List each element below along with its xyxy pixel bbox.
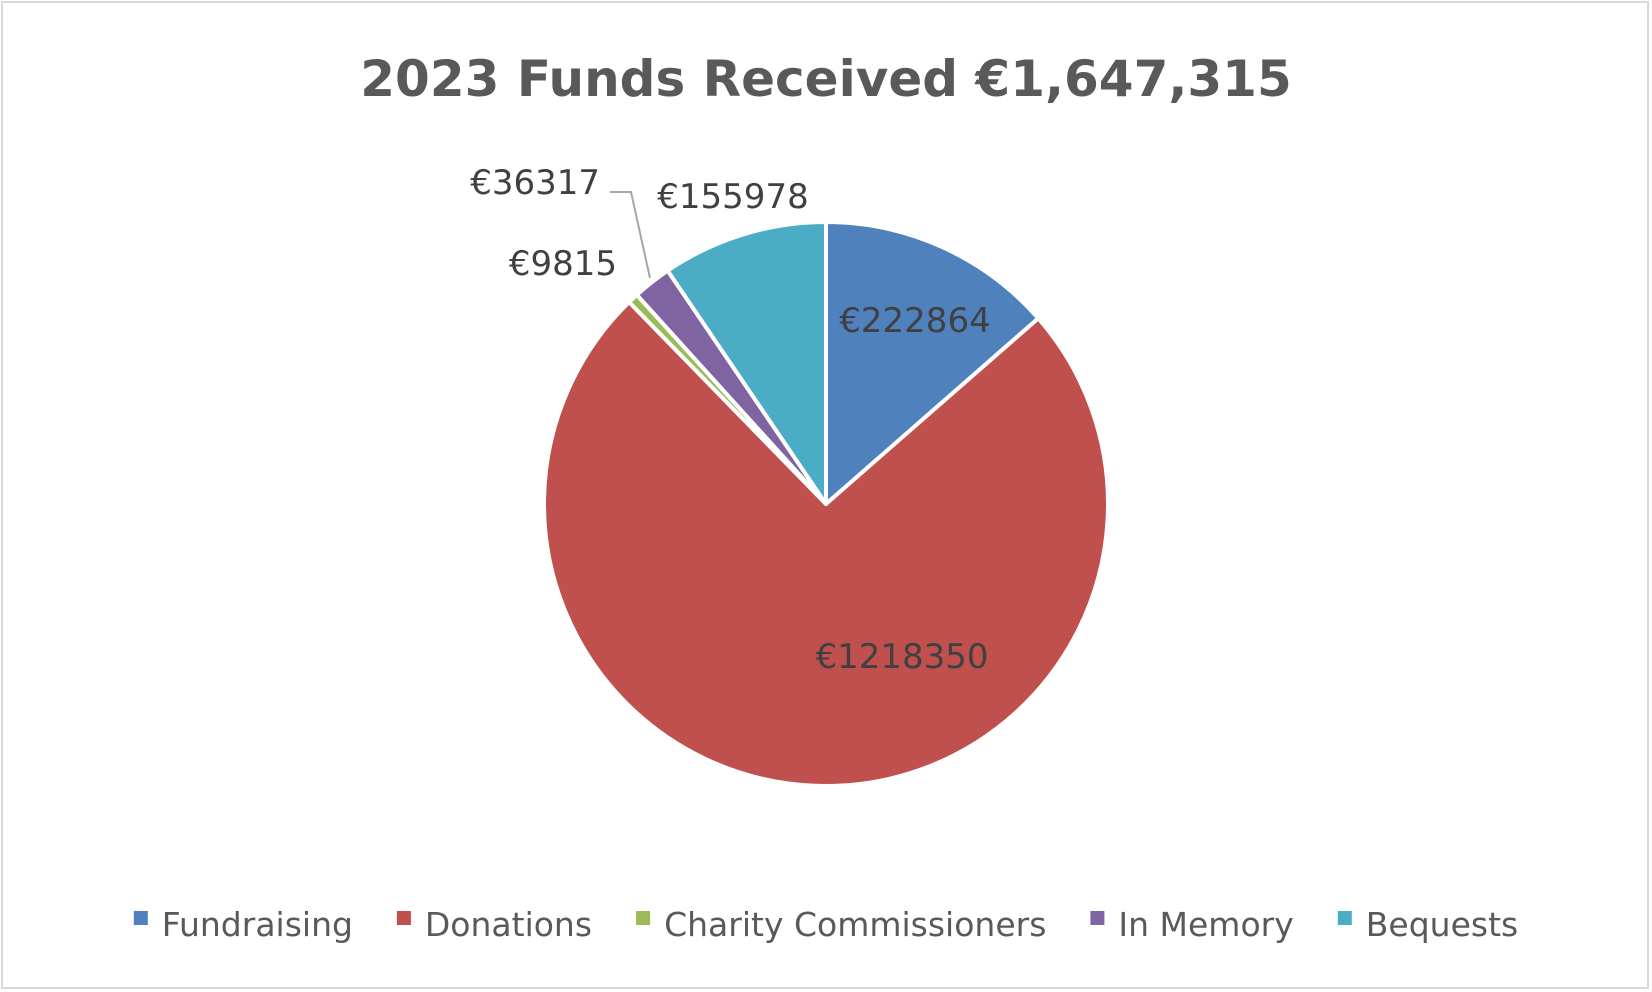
legend-swatch-bequests xyxy=(1337,911,1352,925)
legend-label-charity-commissioners: Charity Commissioners xyxy=(664,905,1046,944)
data-label-bequests: €155978 xyxy=(657,177,808,217)
legend-label-donations: Donations xyxy=(425,905,592,944)
legend-swatch-charity-commissioners xyxy=(636,911,651,925)
legend: Fundraising Donations Charity Commissioner… xyxy=(133,905,1518,944)
legend-label-fundraising: Fundraising xyxy=(162,905,353,944)
pie-slice-fundraising xyxy=(824,220,1041,506)
legend-label-bequests: Bequests xyxy=(1366,905,1518,944)
pie-slice-donations xyxy=(542,300,1110,788)
data-label-charity-commissioners: €9815 xyxy=(509,244,617,284)
data-labels: €222864 €1218350 €9815 €36317 €155978 xyxy=(470,163,991,677)
leader-line-in-memory xyxy=(610,191,651,279)
chart-title: 2023 Funds Received €1,647,315 xyxy=(360,50,1292,108)
data-label-in-memory: €36317 xyxy=(470,163,600,203)
legend-swatch-fundraising xyxy=(133,911,148,925)
pie-slices xyxy=(542,220,1110,788)
legend-label-in-memory: In Memory xyxy=(1118,905,1293,944)
pie-slice-bequests xyxy=(665,220,828,506)
data-label-fundraising: €222864 xyxy=(839,301,990,341)
data-label-donations: €1218350 xyxy=(815,637,988,677)
legend-swatch-donations xyxy=(396,911,411,925)
legend-swatch-in-memory xyxy=(1090,911,1105,925)
leader-lines xyxy=(610,191,651,279)
